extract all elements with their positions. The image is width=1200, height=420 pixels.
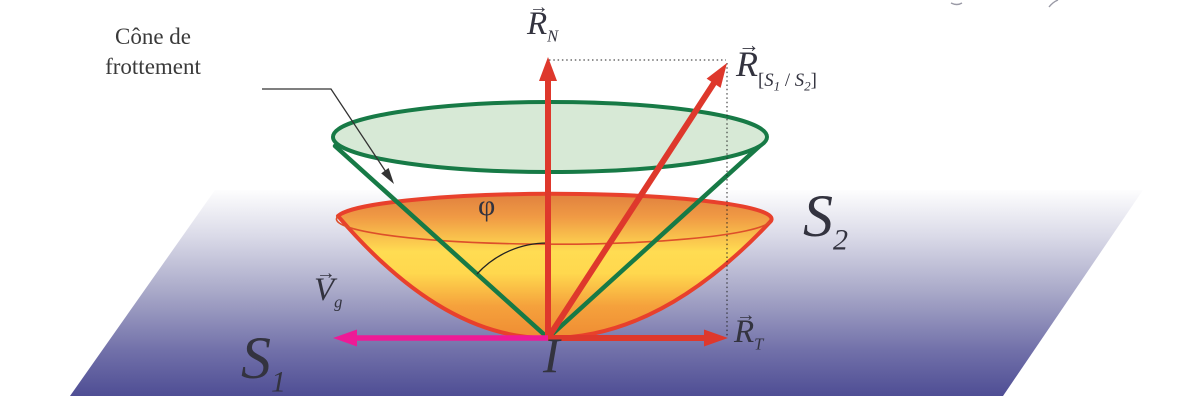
resultant-letter: R: [736, 44, 758, 84]
clipped-text-fragment: [950, 2, 963, 6]
bowl-front-rim-line: [335, 215, 771, 245]
label-phi-angle: φ: [478, 191, 495, 221]
resultant-sub-s2: S: [794, 70, 805, 92]
label-sliding-velocity: → Vg: [314, 263, 342, 310]
friction-cone-right-edge: [545, 139, 767, 341]
annotation-leader-line: [262, 88, 387, 173]
s1-index: 1: [271, 365, 286, 399]
vector-rn-arrowhead: [539, 57, 557, 81]
label-tangential-reaction: → RT: [734, 305, 763, 352]
phi-symbol: φ: [478, 189, 496, 222]
label-solid-s1: S1: [241, 325, 286, 397]
label-normal-reaction: → RN: [527, 0, 558, 44]
cone-annotation: Cône de frottement: [88, 22, 218, 83]
rt-subscript: T: [754, 334, 764, 354]
vector-rt-arrowhead: [704, 329, 728, 347]
label-solid-s2: S2: [803, 183, 848, 255]
vector-arrow-icon: →: [315, 262, 336, 285]
vector-resultant-arrowhead: [706, 63, 727, 88]
resultant-sub-close-bracket: ]: [810, 70, 817, 92]
vg-subscript: g: [334, 292, 343, 312]
resultant-sub-s2-index: 2: [804, 78, 811, 94]
friction-cone-left-edge: [332, 143, 551, 341]
vector-resultant-shaft: [545, 81, 717, 340]
rn-letter: R: [527, 6, 548, 42]
rn-subscript: N: [547, 26, 559, 46]
resultant-sub-open-bracket: [: [758, 70, 765, 92]
s2-index: 2: [833, 223, 848, 257]
vg-letter: V: [314, 272, 335, 308]
cone-annotation-line1: Cône de: [114, 24, 191, 49]
resultant-sub-s1: S: [764, 70, 774, 92]
label-contact-point: I: [543, 330, 560, 380]
s2-letter: S: [803, 183, 833, 249]
phi-angle-arc: [476, 242, 549, 275]
contact-point-letter: I: [543, 327, 560, 383]
resultant-sub-s1-index: 1: [773, 78, 781, 94]
s1-letter: S: [241, 325, 271, 391]
label-resultant-reaction: → R[S1 / S2]: [736, 35, 817, 93]
vector-arrow-icon: →: [528, 0, 549, 19]
annotation-leader-arrowhead: [381, 168, 394, 184]
clipped-text-fragment: [1048, 0, 1059, 8]
vector-vg-arrowhead: [333, 329, 357, 347]
vector-arrow-icon: →: [735, 304, 756, 327]
resultant-sub-separator: /: [780, 70, 795, 92]
vector-arrow-icon: →: [738, 33, 760, 58]
cone-annotation-line2: frottement: [105, 54, 201, 80]
rt-letter: R: [734, 314, 755, 350]
